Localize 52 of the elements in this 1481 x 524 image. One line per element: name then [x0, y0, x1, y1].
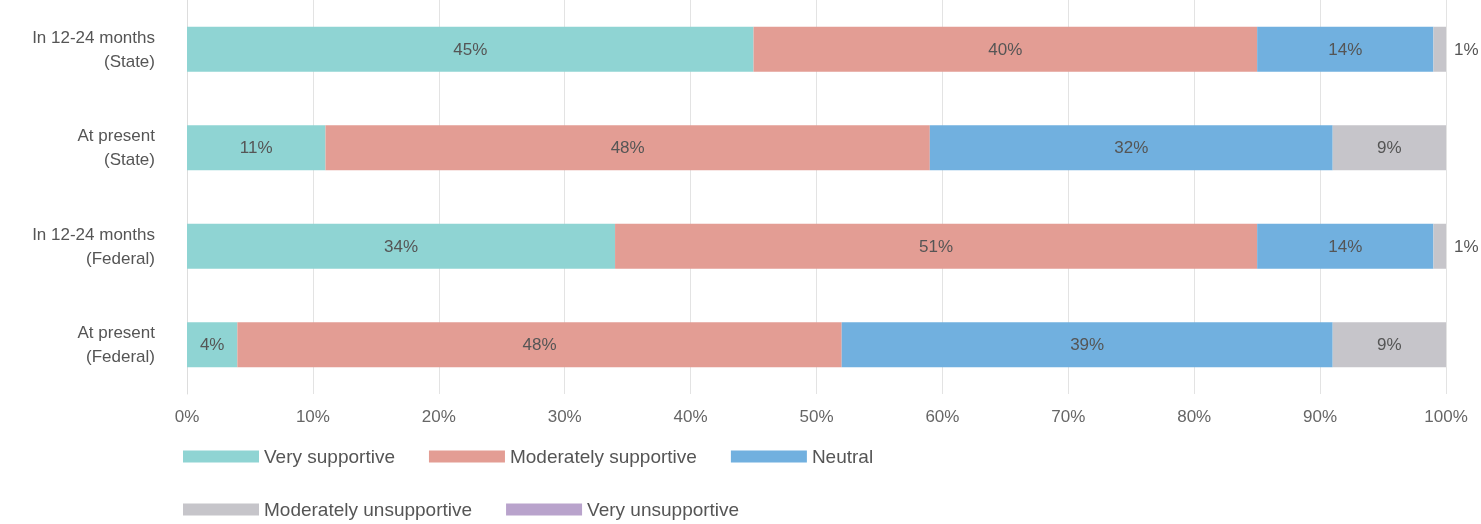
x-tick-label: 40%	[673, 407, 708, 426]
x-tick-label: 100%	[1424, 407, 1468, 426]
legend-label: Moderately unsupportive	[264, 499, 473, 520]
bar	[187, 125, 326, 171]
legend-label: Neutral	[811, 446, 874, 467]
bar	[1332, 322, 1446, 368]
x-tick-label: 90%	[1303, 407, 1338, 426]
data-label: 1%	[1454, 39, 1479, 59]
bar	[615, 223, 1258, 269]
data-label: 39%	[1070, 335, 1105, 355]
data-label: 1%	[1454, 236, 1479, 256]
bar	[187, 26, 754, 72]
bar	[187, 322, 238, 368]
bar	[325, 125, 930, 171]
data-label: 45%	[453, 39, 488, 59]
x-tick-label: 80%	[1177, 407, 1212, 426]
data-label: 34%	[384, 236, 419, 256]
data-label: 32%	[1114, 138, 1149, 158]
bar	[1433, 223, 1446, 269]
x-tick-label: 60%	[925, 407, 960, 426]
x-tick-label: 70%	[1051, 407, 1086, 426]
x-tick-label: 50%	[799, 407, 834, 426]
legend-label: Very unsupportive	[587, 499, 740, 520]
bar	[1257, 223, 1434, 269]
legend-label: Moderately supportive	[509, 446, 697, 467]
x-tick-label: 20%	[421, 407, 456, 426]
x-tick-label: 10%	[295, 407, 330, 426]
data-label: 4%	[199, 335, 225, 355]
legend-label: Very supportive	[264, 446, 395, 467]
y-tick-label: In 12-24 months (State)	[32, 27, 155, 71]
bar	[929, 125, 1333, 171]
x-tick-label: 0%	[174, 407, 200, 426]
data-label: 9%	[1377, 138, 1402, 158]
bar	[753, 26, 1258, 72]
x-tick-label: 30%	[547, 407, 582, 426]
bar	[187, 223, 616, 269]
bar	[1433, 26, 1446, 72]
y-tick-label: At present (State)	[77, 126, 156, 170]
y-tick-label: In 12-24 months (Federal)	[32, 224, 155, 268]
data-label: 14%	[1328, 236, 1363, 256]
data-label: 11%	[239, 138, 273, 158]
data-label: 48%	[610, 138, 645, 158]
data-label: 48%	[522, 335, 557, 355]
bar	[1332, 125, 1446, 171]
y-tick-label: At present (Federal)	[77, 323, 156, 367]
data-label: 9%	[1377, 335, 1402, 355]
bar	[1257, 26, 1434, 72]
data-label: 40%	[988, 39, 1023, 59]
data-label: 14%	[1328, 39, 1363, 59]
bar	[841, 322, 1333, 368]
bar	[237, 322, 842, 368]
data-label: 51%	[919, 236, 954, 256]
